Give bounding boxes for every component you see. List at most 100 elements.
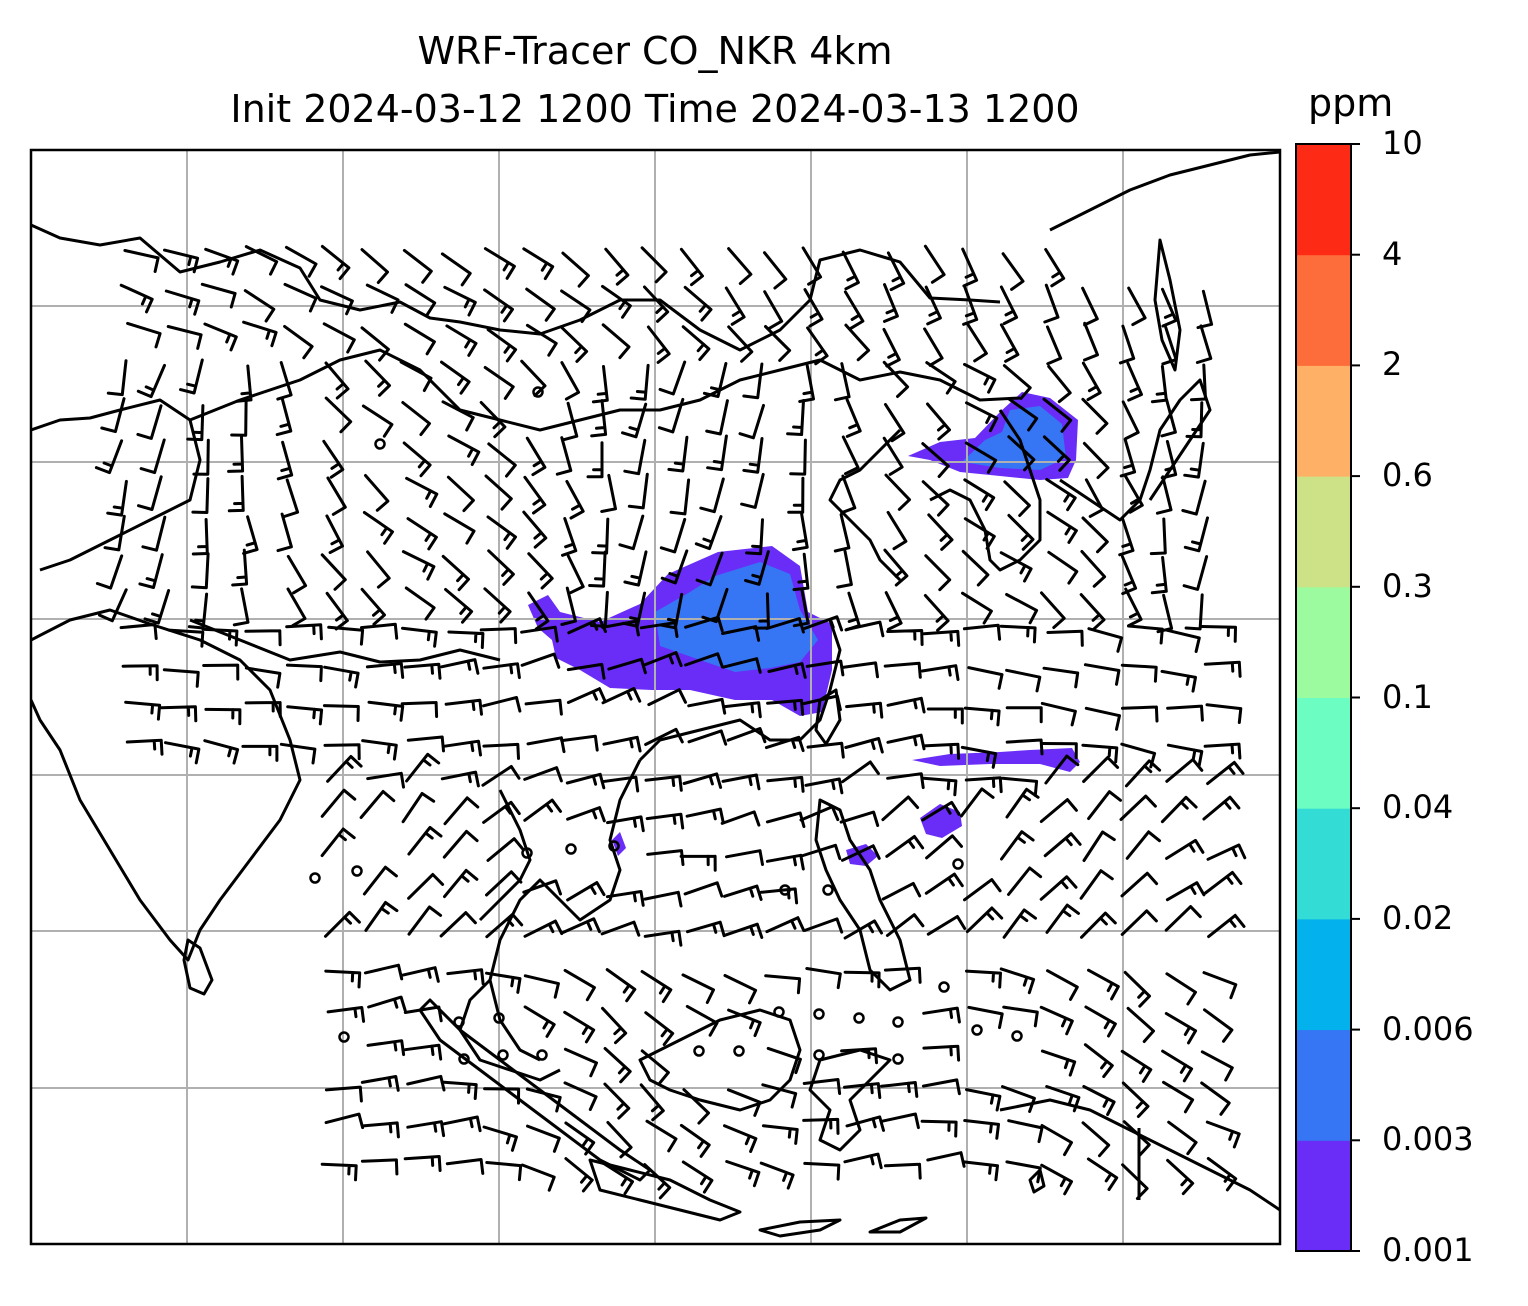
wind-barb-icon [1206, 843, 1247, 861]
wind-barb-icon [923, 244, 946, 284]
wind-barb-icon [324, 969, 362, 989]
wind-barb-icon [520, 1163, 556, 1192]
wind-barb-icon [482, 662, 521, 680]
wind-barb-icon [761, 1124, 799, 1145]
wind-barb-icon [1081, 397, 1109, 435]
wind-barb-icon [1084, 706, 1121, 731]
calm-wind-circle-icon [493, 1012, 505, 1024]
wind-barb-icon [443, 796, 480, 826]
wind-barb-icon [925, 834, 963, 860]
wind-barb-icon [840, 474, 857, 515]
wind-barb-icon [967, 666, 1004, 690]
colorbar-tick-label: 10 [1382, 124, 1423, 162]
wind-barb-icon [1042, 666, 1080, 689]
coast-sulawesi [808, 1048, 892, 1152]
wind-barb-icon [586, 441, 604, 479]
wind-barb-icon [601, 284, 632, 319]
wind-barb-icon [601, 687, 642, 705]
wind-barb-icon [1203, 870, 1243, 895]
colorbar-segment [1296, 365, 1351, 477]
wind-barb-icon [621, 402, 648, 439]
wind-barb-icon [1161, 325, 1178, 366]
wind-barb-icon [402, 441, 432, 478]
wind-barb-icon [366, 550, 391, 589]
wind-barb-icon [525, 323, 558, 357]
wind-barb-icon [1000, 830, 1035, 861]
wind-barb-icon [363, 963, 404, 981]
wind-barb-icon [103, 514, 126, 552]
wind-barb-icon [276, 512, 293, 553]
calm-wind-circle-icon [608, 840, 620, 852]
wind-barb-icon [742, 362, 764, 400]
wind-barb-icon [403, 1005, 443, 1023]
wind-barb-icon [845, 1115, 885, 1132]
wind-barb-icon [486, 328, 518, 363]
wind-barb-icon [1040, 1049, 1077, 1077]
wind-barb-icon [723, 1124, 758, 1153]
wind-barb-icon [326, 1006, 366, 1023]
wind-barb-icon [765, 916, 806, 934]
colorbar-segment [1296, 808, 1351, 920]
wind-barb-icon [965, 401, 999, 433]
wind-barb-icon [1040, 1124, 1073, 1157]
wind-barb-icon [445, 324, 478, 357]
wind-barb-icon [364, 359, 391, 397]
wind-barb-icon [323, 743, 361, 761]
wind-barb-icon [98, 588, 128, 623]
wind-barb-icon [445, 1158, 485, 1175]
wind-barb-icon [1166, 704, 1204, 722]
wind-barb-icon [1081, 743, 1119, 764]
wind-barb-icon [884, 403, 906, 443]
wind-barb-icon [721, 625, 761, 642]
wind-barb-icon [681, 325, 711, 361]
wind-barb-icon [201, 627, 239, 647]
wind-barb-icon [324, 910, 361, 938]
wind-barb-icon [179, 358, 204, 395]
wind-barb-icon [523, 919, 564, 938]
wind-barb-icon [921, 442, 950, 478]
wind-barb-icon [679, 247, 704, 287]
wind-barb-icon [843, 290, 865, 330]
wind-barb-icon [881, 795, 920, 822]
wind-barb-icon [1161, 287, 1178, 328]
wind-barb-icon [525, 436, 547, 477]
wind-barb-icon [804, 777, 844, 795]
border-central-asia [31, 223, 1001, 352]
wind-barb-icon [727, 1008, 762, 1038]
wind-barb-icon [767, 662, 807, 679]
wind-barb-icon [322, 322, 356, 354]
wind-barb-icon [366, 1039, 406, 1057]
wind-barb-icon [725, 1160, 761, 1188]
wind-barb-icon [483, 587, 512, 624]
wind-barb-icon [561, 517, 578, 557]
map-title: WRF-Tracer CO_NKR 4km [417, 29, 893, 73]
wind-barb-icon [1046, 510, 1078, 544]
colorbar-segment [1296, 697, 1351, 809]
wind-barb-icon [1121, 555, 1138, 596]
wind-barb-icon [561, 251, 590, 288]
wind-barb-icon [444, 588, 474, 624]
wind-barb-icon [485, 912, 524, 939]
calm-wind-circle-icon [733, 1045, 745, 1057]
wind-barb-icon [844, 323, 871, 362]
wind-barb-icon [203, 739, 240, 765]
wind-barb-icon [1040, 742, 1078, 760]
wind-barb-icon [682, 1088, 710, 1125]
wind-barb-icon [1003, 480, 1031, 517]
wind-barb-icon [884, 1162, 922, 1180]
co-plume-south-china-inner [655, 562, 818, 672]
wind-barb-icon [1127, 624, 1164, 645]
wind-barb-icon [485, 870, 523, 897]
wind-barb-icon [403, 662, 442, 680]
coast-sumatra [418, 998, 652, 1182]
wind-barb-icon [618, 514, 645, 551]
wind-barb-icon [966, 323, 988, 363]
wind-barb-icon [963, 878, 1002, 902]
wind-barb-icon [560, 289, 592, 324]
wind-barb-icon [961, 247, 979, 288]
wind-barb-icon [444, 698, 483, 716]
wind-barb-icon [483, 1087, 521, 1105]
wind-barb-icon [124, 700, 162, 721]
wind-barb-icon [285, 623, 323, 641]
wind-barb-icon [1155, 475, 1173, 515]
